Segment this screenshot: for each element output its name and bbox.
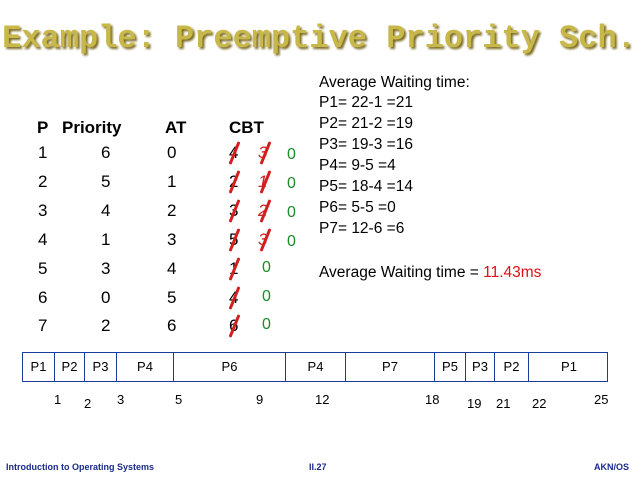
awt-line-p7: P7= 12-6 =6 [319, 220, 405, 237]
gantt-cell: P5 [435, 353, 466, 381]
row-priority: 6 [101, 143, 111, 162]
row-cbt-zero: 0 [287, 175, 296, 192]
gantt-tick-label: 25 [594, 392, 609, 407]
footer-author: AKN/OS [594, 462, 630, 472]
gantt-chart: P1 P2 P3 P4 P6 P4 P7 P5 P3 P2 P1 [22, 352, 608, 382]
awt-line-p6: P6= 5-5 =0 [319, 199, 396, 216]
row-p: 1 [38, 143, 48, 162]
row-at: 0 [167, 143, 177, 162]
gantt-tick-label: 12 [315, 392, 330, 407]
gantt-tick-label: 2 [84, 396, 92, 411]
awt-summary-value: 11.43ms [483, 264, 542, 281]
gantt-cell: P2 [495, 353, 529, 381]
gantt-tick-label: 9 [256, 392, 264, 407]
row-p: 7 [38, 316, 48, 335]
row-at: 1 [167, 172, 177, 191]
slide-title: Example: Preemptive Priority Sch. [2, 20, 636, 57]
row-priority: 3 [101, 259, 111, 278]
gantt-cell: P6 [174, 353, 286, 381]
gantt-tick-label: 22 [532, 396, 547, 411]
footer-page: II.27 [309, 462, 327, 472]
row-p: 4 [38, 230, 48, 249]
row-at: 6 [167, 316, 177, 335]
gantt-cell: P1 [561, 359, 577, 374]
header-cbt: CBT [229, 118, 264, 137]
awt-heading: Average Waiting time: [319, 74, 470, 91]
row-cbt-zero: 0 [287, 146, 296, 163]
row-p: 3 [38, 201, 48, 220]
row-p: 6 [38, 288, 48, 307]
awt-line-p5: P5= 18-4 =14 [319, 178, 413, 195]
header-at: AT [165, 118, 187, 137]
gantt-cell: P2 [55, 353, 85, 381]
gantt-cell: P1 [23, 353, 55, 381]
gantt-tick-label: 19 [467, 396, 482, 411]
awt-summary: Average Waiting time = 11.43ms [319, 263, 541, 283]
awt-line-p2: P2= 21-2 =19 [319, 115, 413, 132]
awt-summary-label: Average Waiting time = [319, 264, 484, 281]
gantt-cell: P3 [466, 353, 495, 381]
row-p: 2 [38, 172, 48, 191]
awt-line-p3: P3= 19-3 =16 [319, 136, 413, 153]
row-at: 5 [167, 288, 177, 307]
footer-course: Introduction to Operating Systems [6, 462, 155, 472]
row-priority: 0 [101, 288, 111, 307]
gantt-cell: P4 [117, 353, 174, 381]
row-cbt-zero: 0 [262, 288, 271, 305]
row-at: 3 [167, 230, 177, 249]
gantt-cell: P4 [286, 353, 346, 381]
row-cbt-zero: 0 [262, 259, 271, 276]
row-priority: 1 [101, 230, 111, 249]
gantt-cell: P3 [85, 353, 117, 381]
row-at: 4 [167, 259, 177, 278]
gantt-tick-label: 5 [175, 392, 183, 407]
gantt-cell: P7 [346, 353, 435, 381]
row-priority: 2 [101, 316, 111, 335]
row-cbt-zero: 0 [287, 233, 296, 250]
row-p: 5 [38, 259, 48, 278]
row-cbt-zero: 0 [287, 204, 296, 221]
gantt-tick-label: 18 [425, 392, 440, 407]
gantt-tick-label: 21 [496, 396, 511, 411]
header-priority: Priority [62, 118, 122, 137]
header-p: P [37, 118, 49, 137]
gantt-tick-label: 1 [54, 392, 62, 407]
awt-line-p4: P4= 9-5 =4 [319, 157, 396, 174]
awt-line-p1: P1= 22-1 =21 [319, 94, 413, 111]
row-at: 2 [167, 201, 177, 220]
row-cbt-zero: 0 [262, 316, 271, 333]
row-priority: 4 [101, 201, 111, 220]
row-priority: 5 [101, 172, 111, 191]
gantt-tick-label: 3 [117, 392, 125, 407]
